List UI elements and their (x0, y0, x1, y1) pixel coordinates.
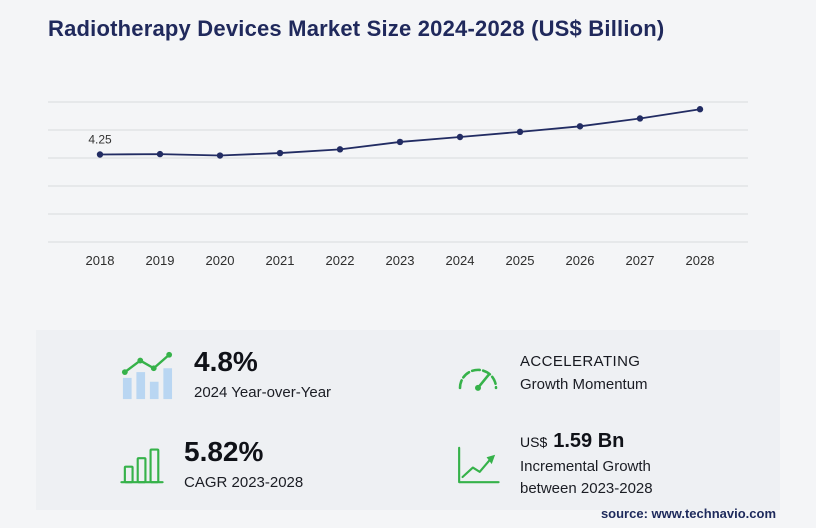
incremental-currency: US$ (520, 434, 548, 451)
cagr-value: 5.82% (184, 435, 264, 467)
x-axis-label: 2028 (686, 253, 715, 268)
data-point (456, 133, 464, 141)
first-point-label: 4.25 (88, 133, 112, 147)
x-axis-label: 2024 (446, 253, 475, 268)
data-point (276, 149, 284, 157)
x-axis-label: 2025 (506, 253, 535, 268)
cagr-label: CAGR 2023-2028 (184, 473, 304, 491)
data-point (336, 146, 344, 153)
data-point (636, 115, 644, 122)
bar-line-chart-icon (121, 351, 173, 400)
data-point (216, 152, 224, 159)
stats-panel: 4.8% 2024 Year-over-Year ACCELERATING Gr… (36, 330, 780, 510)
x-axis-label: 2018 (86, 253, 115, 268)
data-point (576, 123, 584, 130)
momentum-label: Growth Momentum (520, 376, 648, 394)
x-axis-label: 2022 (326, 253, 355, 268)
page-title: Radiotherapy Devices Market Size 2024-20… (48, 16, 665, 41)
yoy-label: 2024 Year-over-Year (194, 383, 332, 401)
stat-incremental-growth: US$ 1.59 Bn Incremental Growth between 2… (408, 420, 780, 510)
data-point (396, 138, 404, 146)
growth-chart-icon (458, 446, 500, 484)
incremental-label: Incremental Growth between 2023-2028 (520, 458, 653, 497)
stat-yoy-growth: 4.8% 2024 Year-over-Year (36, 330, 408, 420)
x-axis-label: 2019 (146, 253, 175, 268)
x-axis-label: 2021 (266, 253, 295, 268)
source-attribution: source: www.technavio.com (600, 506, 776, 521)
stat-growth-momentum: ACCELERATING Growth Momentum (408, 330, 780, 420)
stat-cagr: 5.82% CAGR 2023-2028 (36, 420, 408, 510)
x-axis-label: 2026 (566, 253, 595, 268)
x-axis-label: 2027 (626, 253, 655, 268)
momentum-value: ACCELERATING (520, 352, 641, 370)
data-point (96, 151, 104, 158)
market-line-chart: 2018 2019 2020 2021 2022 2023 2024 2025 2026 2027… (48, 101, 748, 268)
incremental-value: 1.59 Bn (553, 430, 625, 453)
yoy-value: 4.8% (194, 345, 258, 377)
data-point (156, 150, 164, 158)
data-point (696, 106, 704, 113)
market-trend-line (99, 108, 701, 157)
speedometer-icon (458, 368, 498, 391)
x-axis-label: 2020 (206, 253, 235, 268)
bar-chart-icon (120, 448, 164, 484)
x-axis-label: 2023 (386, 253, 415, 268)
data-point (516, 128, 524, 136)
